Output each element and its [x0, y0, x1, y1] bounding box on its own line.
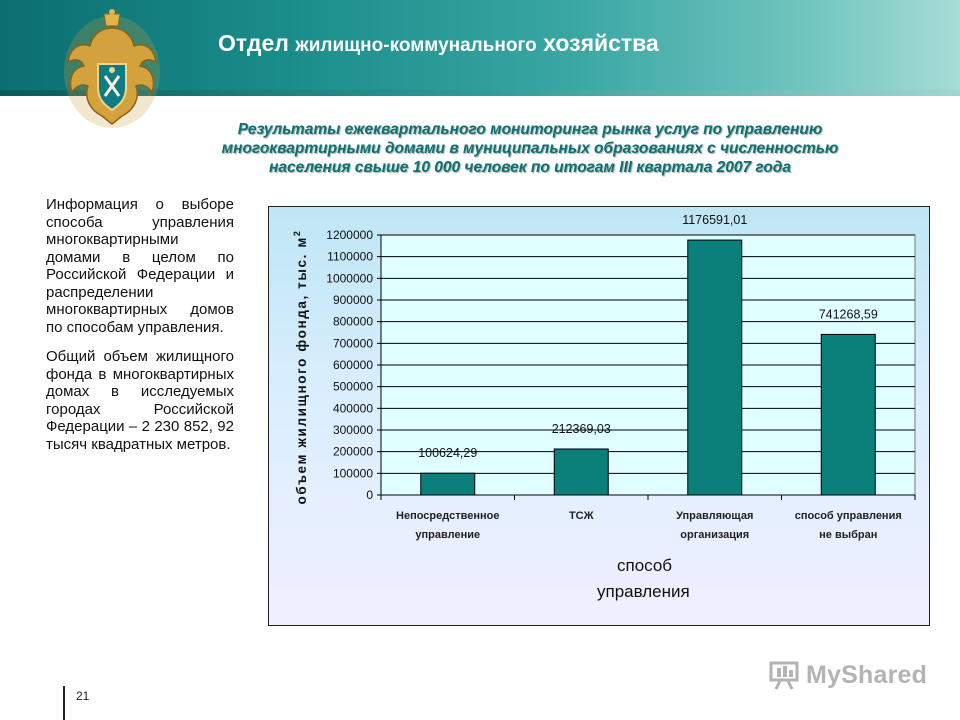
y-tick-label: 800000 [333, 315, 373, 329]
y-tick-label: 700000 [333, 336, 373, 350]
y-axis-title: объем жилищного фонда, тыс. м2 [292, 229, 309, 504]
slide-subtitle: Результаты ежеквартального мониторинга р… [160, 120, 900, 177]
category-label: ТСЖ [569, 510, 594, 522]
y-tick-label: 200000 [333, 445, 373, 459]
y-tick-label: 400000 [333, 401, 373, 415]
bar [820, 333, 876, 496]
category-label: Управляющая [676, 510, 753, 522]
page-number: 21 [76, 689, 90, 703]
info-text: Информация о выборе способа управления м… [46, 196, 234, 465]
data-label: 1176591,01 [682, 213, 747, 227]
watermark: MyShared [768, 658, 927, 692]
header-band [0, 0, 960, 96]
category-label: не выбран [819, 529, 877, 541]
subtitle-line: Результаты ежеквартального мониторинга р… [237, 121, 823, 138]
category-label: управление [415, 529, 480, 541]
y-tick-label: 1200000 [326, 228, 373, 242]
info-paragraph: Информация о выборе способа управления м… [46, 196, 234, 336]
y-tick-label: 100000 [333, 466, 373, 480]
info-paragraph: Общий объем жилищного фонда в многокварт… [46, 348, 234, 453]
x-axis-title: управления [597, 582, 690, 601]
category-label: Непосредственное [396, 510, 499, 522]
x-axis-title: способ [617, 556, 672, 575]
category-label: способ управления [795, 510, 902, 522]
y-tick-label: 1000000 [326, 271, 373, 285]
y-tick-label: 500000 [333, 380, 373, 394]
presentation-icon [769, 661, 799, 690]
data-label: 741268,59 [819, 307, 878, 321]
chart-area: 0 100000 200000 300000 400000 500000 600000 700… [268, 206, 930, 626]
coat-of-arms-icon [64, 9, 160, 128]
data-label: 100624,29 [418, 446, 477, 460]
category-label: организация [680, 529, 749, 541]
bar [553, 448, 609, 496]
page-title: Отдел жилищно-коммунального хозяйства [218, 30, 659, 56]
watermark-text: MyShared [806, 660, 928, 689]
bar [420, 472, 476, 496]
y-tick-label: 300000 [333, 423, 373, 437]
y-tick-label: 0 [366, 488, 373, 502]
y-tick-label: 1100000 [327, 250, 373, 264]
y-tick-label: 900000 [333, 293, 373, 307]
subtitle-line: многоквартирными домами в муниципальных … [221, 140, 839, 157]
y-tick-label: 600000 [333, 358, 373, 372]
page-number-divider [63, 686, 65, 720]
bar [687, 239, 743, 496]
subtitle-line: населения свыше 10 000 человек по итогам… [269, 159, 791, 176]
data-label: 212369,03 [552, 422, 611, 436]
y-axis-title-superscript: 2 [292, 229, 302, 236]
bar-chart: 0 100000 200000 300000 400000 500000 600000 700… [292, 213, 916, 601]
